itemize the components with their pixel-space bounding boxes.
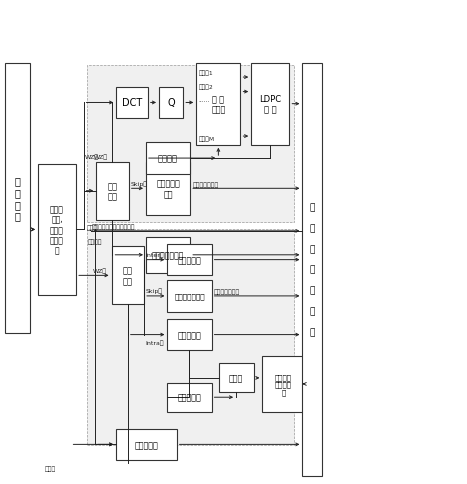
Bar xyxy=(96,162,129,220)
Bar xyxy=(219,363,254,393)
Text: 帧间编码器: 帧间编码器 xyxy=(177,256,201,265)
Text: 位平面1: 位平面1 xyxy=(198,70,213,76)
Text: 码率控制: 码率控制 xyxy=(158,154,178,163)
Text: 帧内编码器: 帧内编码器 xyxy=(177,331,201,339)
Text: 宏块
类别: 宏块 类别 xyxy=(107,182,117,201)
Bar xyxy=(167,319,212,350)
Bar xyxy=(87,230,294,445)
Text: 帧内编码器: 帧内编码器 xyxy=(134,440,158,449)
Bar xyxy=(146,162,190,215)
Bar xyxy=(251,63,290,146)
Bar xyxy=(116,88,148,119)
Text: 帧内解码器: 帧内解码器 xyxy=(177,393,201,402)
Text: WZ块: WZ块 xyxy=(94,154,108,160)
Text: 准无损帧: 准无损帧 xyxy=(88,239,103,244)
Bar xyxy=(167,383,212,412)
Text: 就模式
判断,
自适应
组合帧
组: 就模式 判断, 自适应 组合帧 组 xyxy=(50,205,64,255)
Bar xyxy=(112,247,144,305)
Text: 提 取
位平面: 提 取 位平面 xyxy=(211,95,226,114)
Text: 块模式信息编码: 块模式信息编码 xyxy=(174,293,205,300)
Text: Q: Q xyxy=(167,98,175,108)
Text: 输
入
图
像: 输 入 图 像 xyxy=(14,176,21,221)
Bar xyxy=(116,429,177,460)
Text: 位平面M: 位平面M xyxy=(198,136,215,142)
Text: 块模式信息码流: 块模式信息码流 xyxy=(192,182,219,187)
Text: 帧模式信息和帧组长度码流: 帧模式信息和帧组长度码流 xyxy=(92,225,135,230)
Text: ......: ...... xyxy=(198,98,210,103)
Bar xyxy=(38,165,76,295)
Bar xyxy=(5,63,29,333)
Text: DCT: DCT xyxy=(122,98,142,108)
Text: 帧内帧间
混合解码
器: 帧内帧间 混合解码 器 xyxy=(275,373,292,395)
Text: Skip块: Skip块 xyxy=(146,288,163,294)
Text: WZ帧: WZ帧 xyxy=(93,268,107,273)
Bar xyxy=(159,88,183,119)
Bar xyxy=(146,237,190,273)
Text: Inter块: Inter块 xyxy=(146,252,164,257)
Bar xyxy=(196,63,241,146)
Bar xyxy=(87,66,294,223)
Text: Skip块: Skip块 xyxy=(130,181,147,186)
Text: 块模式信息
编码: 块模式信息 编码 xyxy=(156,179,180,198)
Text: 关键帧: 关键帧 xyxy=(45,465,56,471)
Text: 粗糙帧内编码器: 粗糙帧内编码器 xyxy=(152,251,184,260)
Bar xyxy=(303,63,322,476)
Text: 宏块
类别: 宏块 类别 xyxy=(123,266,133,286)
Bar xyxy=(167,281,212,312)
Text: 存储器: 存储器 xyxy=(229,374,243,382)
Bar xyxy=(146,143,190,174)
Bar xyxy=(262,356,304,412)
Text: 位平面2: 位平面2 xyxy=(198,84,213,90)
Text: Intra块: Intra块 xyxy=(146,340,164,346)
Text: 编

码

的

输

出

码

流: 编 码 的 输 出 码 流 xyxy=(310,203,315,336)
Bar xyxy=(167,244,212,276)
Text: WZ帧: WZ帧 xyxy=(85,154,99,160)
Text: 块模式信息码流: 块模式信息码流 xyxy=(214,289,240,295)
Text: LDPC
编 码: LDPC 编 码 xyxy=(259,95,281,114)
Text: 帧内块: 帧内块 xyxy=(87,226,98,231)
